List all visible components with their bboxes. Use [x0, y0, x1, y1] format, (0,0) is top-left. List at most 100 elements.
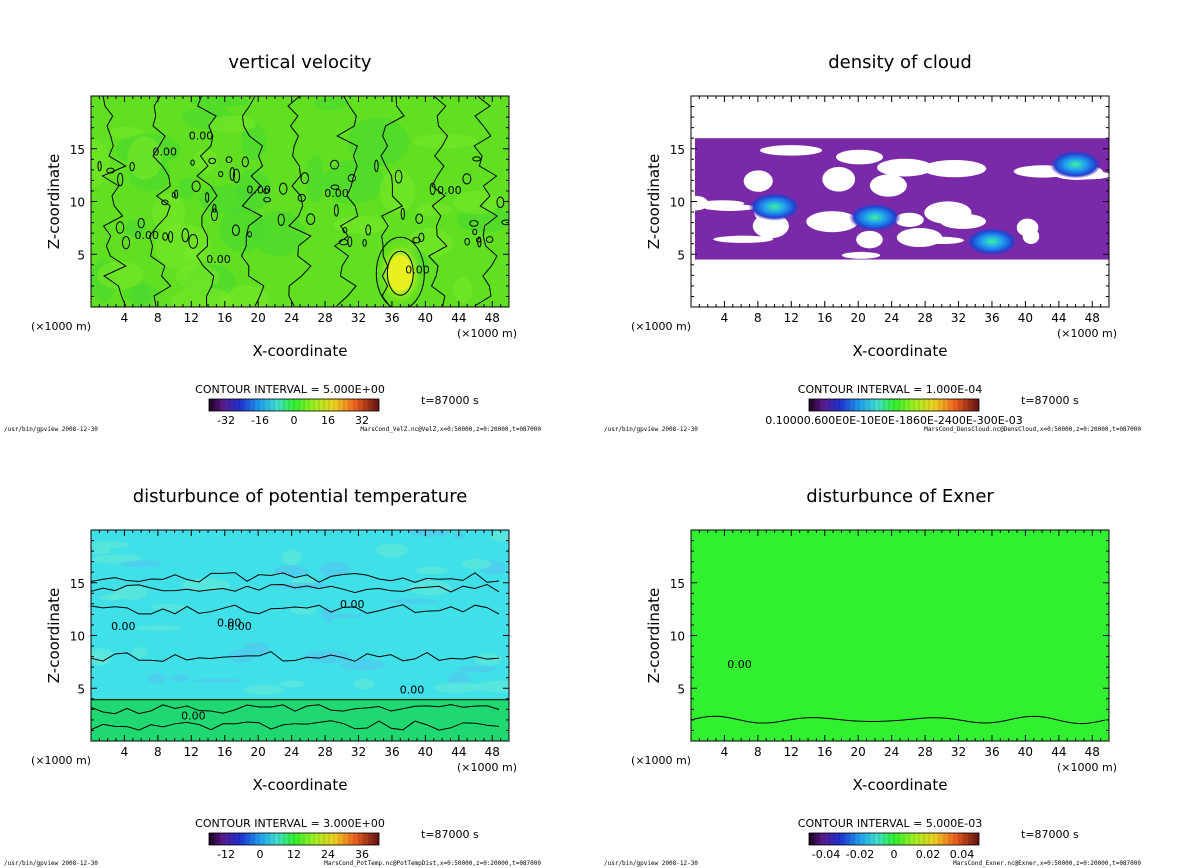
- y-tick-label: 15: [70, 577, 85, 591]
- x-tick-label: 20: [251, 745, 266, 759]
- y-tick-label: 15: [670, 577, 685, 591]
- y-tick-label: 15: [70, 143, 85, 157]
- contour-label: 0.00: [400, 683, 425, 696]
- x-unit-left: (×1000 m): [631, 754, 691, 767]
- x-tick-label: 48: [485, 311, 500, 325]
- contour-label: 0.00: [206, 253, 231, 266]
- field-fill-0: [91, 96, 509, 307]
- x-tick-label: 12: [784, 745, 799, 759]
- contour-label: 0.00: [405, 263, 430, 276]
- x-tick-label: 44: [1051, 311, 1066, 325]
- x-tick-label: 32: [351, 745, 366, 759]
- colorbar-tick-label: 16: [321, 414, 335, 427]
- x-unit-right: (×1000 m): [457, 761, 517, 774]
- x-tick-label: 48: [1085, 311, 1100, 325]
- x-tick-label: 44: [451, 745, 466, 759]
- x-tick-label: 32: [951, 311, 966, 325]
- y-tick-label: 10: [70, 196, 85, 210]
- x-tick-label: 16: [217, 745, 232, 759]
- contour-lines: [97, 96, 509, 307]
- x-tick-label: 16: [817, 311, 832, 325]
- field-fill-1: [691, 96, 1109, 307]
- x-tick-label: 36: [384, 745, 399, 759]
- colorbar-tick-label: 36: [355, 848, 369, 861]
- x-tick-label: 16: [817, 745, 832, 759]
- x-tick-label: 48: [1085, 745, 1100, 759]
- x-tick-label: 36: [984, 311, 999, 325]
- x-tick-label: 4: [721, 311, 729, 325]
- contour-lines: [691, 715, 1106, 725]
- y-tick-label: 15: [670, 143, 685, 157]
- contour-label: 0.00: [246, 184, 271, 197]
- footer-right: MarsCond_PotTemp.nc@PotTempDist,x=0:5000…: [324, 860, 541, 867]
- colorbar-tick-label: -32: [217, 414, 235, 427]
- contour-interval: CONTOUR INTERVAL = 5.000E+00: [195, 383, 385, 396]
- time-label: t=87000 s: [1021, 828, 1079, 841]
- y-axis-label: Z-coordinate: [645, 154, 663, 249]
- colorbar-tick-label: 24: [321, 848, 335, 861]
- x-tick-label: 24: [884, 745, 899, 759]
- x-tick-label: 44: [1051, 745, 1066, 759]
- x-tick-label: 32: [951, 745, 966, 759]
- contour-label: 0.00: [153, 146, 178, 159]
- colorbar-tick-label: 0: [891, 848, 898, 861]
- x-unit-left: (×1000 m): [631, 320, 691, 333]
- x-tick-label: 12: [184, 311, 199, 325]
- x-axis-label: X-coordinate: [853, 776, 948, 794]
- x-axis-label: X-coordinate: [253, 776, 348, 794]
- contour-interval: CONTOUR INTERVAL = 1.000E-04: [798, 383, 982, 396]
- x-tick-label: 12: [784, 311, 799, 325]
- x-tick-label: 4: [121, 745, 129, 759]
- y-axis-label: Z-coordinate: [45, 154, 63, 249]
- colorbar-tick-label: 12: [287, 848, 301, 861]
- x-tick-label: 4: [121, 311, 129, 325]
- x-unit-right: (×1000 m): [1057, 327, 1117, 340]
- x-tick-label: 16: [217, 311, 232, 325]
- x-axis-label: X-coordinate: [253, 342, 348, 360]
- chart-title: disturbunce of Exner: [806, 486, 994, 507]
- contour-label: 0.00: [324, 187, 349, 200]
- x-tick-label: 40: [1018, 311, 1033, 325]
- colorbar-tick-label: 0.10000.600E0E-10E0E-1860E-2400E-300E-03: [765, 414, 1022, 427]
- y-axis-label: Z-coordinate: [45, 588, 63, 683]
- x-axis-label: X-coordinate: [853, 342, 948, 360]
- colorbar-tick-label: 0.02: [916, 848, 941, 861]
- footer-left: /usr/bin/gpview 2008-12-30: [4, 860, 98, 867]
- time-label: t=87000 s: [421, 394, 479, 407]
- contour-label: 0.00: [189, 129, 214, 142]
- x-tick-label: 28: [317, 745, 332, 759]
- contour-label: 0.00: [111, 620, 136, 633]
- x-tick-label: 8: [754, 745, 762, 759]
- contour-lines: [91, 572, 509, 731]
- x-tick-label: 48: [485, 745, 500, 759]
- x-tick-label: 28: [917, 311, 932, 325]
- footer-right: MarsCond_Exner.nc@Exner,x=0:50000,z=0:20…: [953, 860, 1141, 867]
- contour-label: 0.00: [727, 658, 752, 671]
- colorbar-tick-label: 32: [355, 414, 369, 427]
- colorbar-tick-label: 0: [257, 848, 264, 861]
- y-tick-label: 10: [670, 196, 685, 210]
- x-tick-label: 40: [418, 311, 433, 325]
- contour-label: 0.00: [181, 709, 206, 722]
- footer-left: /usr/bin/gpview 2008-12-30: [604, 860, 698, 867]
- x-tick-label: 40: [1018, 745, 1033, 759]
- x-tick-label: 24: [284, 745, 299, 759]
- chart-title: density of cloud: [828, 52, 972, 73]
- contour-interval: CONTOUR INTERVAL = 5.000E-03: [798, 817, 982, 830]
- colorbar-tick-label: -0.02: [846, 848, 874, 861]
- contour-label: 0.00: [340, 598, 365, 611]
- footer-left: /usr/bin/gpview 2008-12-30: [4, 426, 98, 433]
- y-tick-label: 5: [677, 248, 685, 262]
- colorbar-tick-label: -0.04: [812, 848, 840, 861]
- x-tick-label: 20: [251, 311, 266, 325]
- chart-title: disturbunce of potential temperature: [133, 486, 468, 507]
- x-tick-label: 36: [984, 745, 999, 759]
- x-tick-label: 4: [721, 745, 729, 759]
- x-tick-label: 40: [418, 745, 433, 759]
- x-tick-label: 28: [917, 745, 932, 759]
- footer-right: MarsCond_DensCloud.nc@DensCloud,x=0:5000…: [924, 426, 1141, 433]
- chart-title: vertical velocity: [228, 52, 372, 73]
- x-tick-label: 8: [154, 745, 162, 759]
